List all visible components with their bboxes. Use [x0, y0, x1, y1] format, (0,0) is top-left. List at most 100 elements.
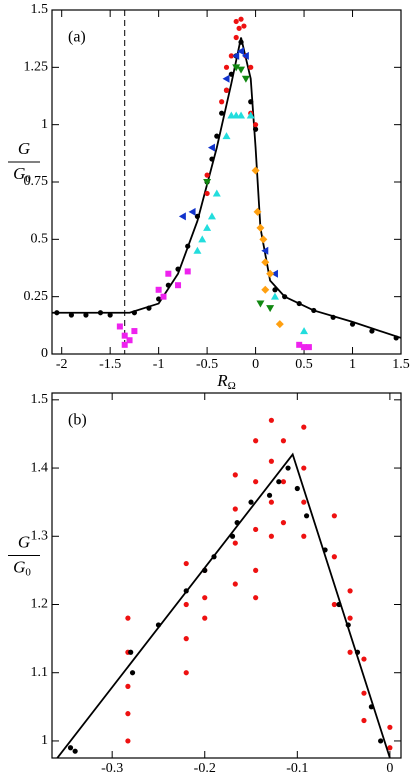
data-point: [204, 172, 210, 178]
data-point: [175, 266, 181, 272]
data-point: [72, 748, 78, 754]
plot-frame: [51, 392, 402, 759]
data-point: [193, 246, 202, 254]
data-point: [266, 492, 273, 498]
data-point: [233, 18, 239, 25]
data-point: [268, 533, 274, 539]
x-label: RΩ: [216, 371, 236, 392]
data-point: [126, 337, 133, 344]
data-point: [183, 636, 189, 642]
data-point: [198, 235, 207, 243]
data-point: [253, 595, 259, 601]
data-point: [387, 745, 393, 751]
x-tick-label: 0: [386, 761, 393, 775]
plot-frame: [51, 9, 402, 355]
panel-label: (b): [68, 412, 87, 429]
x-tick-label: -0.2: [194, 761, 216, 775]
data-point: [219, 99, 225, 105]
data-point: [52, 762, 57, 767]
data-point: [155, 286, 162, 293]
x-tick-label: 0.5: [295, 357, 313, 372]
x-tick-label: -0.1: [286, 761, 308, 775]
data-point: [238, 16, 244, 22]
data-point: [272, 287, 278, 293]
y-tick-label: 1.3: [31, 528, 49, 543]
data-point: [268, 499, 274, 505]
y-tick-label: 1.4: [31, 460, 49, 475]
data-point: [280, 438, 287, 444]
x-tick-label: -1.5: [99, 357, 121, 372]
x-tick-label: -0.5: [196, 357, 218, 372]
data-point: [202, 595, 208, 601]
data-point: [276, 479, 282, 485]
data-point: [387, 724, 393, 730]
data-point: [129, 670, 136, 676]
data-point: [331, 554, 337, 560]
data-point: [330, 314, 336, 320]
data-point: [203, 179, 212, 186]
data-point: [296, 300, 302, 307]
data-point: [280, 479, 287, 485]
data-point: [223, 87, 230, 93]
data-point: [251, 166, 260, 175]
y-label-sub: 0: [25, 566, 31, 578]
data-point: [347, 588, 353, 594]
y-label: G: [18, 139, 30, 158]
y-label: G0: [13, 557, 31, 578]
data-point: [237, 47, 245, 56]
y-tick-label: 0.25: [24, 289, 49, 304]
data-point: [175, 282, 182, 289]
plot-area: [52, 417, 393, 767]
data-point: [212, 189, 221, 197]
data-point: [248, 99, 254, 105]
data-point: [156, 296, 162, 302]
y-tick-label: 1.25: [24, 60, 49, 75]
data-point: [232, 540, 238, 546]
data-point: [261, 246, 269, 255]
data-point: [301, 424, 307, 430]
data-point: [223, 64, 230, 70]
x-tick-label: 1.5: [392, 357, 410, 372]
data-point: [232, 472, 238, 478]
y-tick-label: 1.5: [31, 2, 49, 17]
data-point: [301, 499, 307, 505]
data-point: [97, 310, 104, 316]
y-tick-label: 1: [41, 733, 48, 748]
data-point: [347, 615, 353, 621]
data-point: [233, 34, 239, 41]
data-point: [301, 533, 307, 539]
data-point: [285, 465, 291, 471]
y-tick-label: 1.2: [31, 597, 49, 612]
y-label-main: G: [13, 557, 25, 576]
data-point: [107, 312, 113, 318]
data-point: [256, 223, 265, 232]
y-tick-label: 0.5: [31, 232, 49, 247]
x-tick-label: -1: [153, 357, 165, 372]
y-tick-label: 1.5: [31, 392, 49, 407]
data-point: [232, 51, 240, 60]
data-point: [253, 438, 259, 444]
data-point: [121, 332, 128, 339]
data-point: [331, 513, 337, 519]
data-point: [183, 601, 189, 608]
data-point: [128, 649, 134, 655]
data-point: [378, 738, 384, 744]
data-point: [261, 285, 270, 294]
data-point: [228, 71, 234, 77]
data-point: [301, 344, 308, 351]
data-point: [268, 417, 274, 423]
data-point: [393, 335, 399, 341]
data-point: [68, 312, 74, 318]
data-point: [282, 294, 288, 300]
x-tick-label: 0: [252, 357, 259, 372]
plot-area: [52, 10, 401, 354]
data-point: [361, 690, 367, 696]
data-point: [266, 305, 275, 313]
x-tick-label: 1: [349, 357, 356, 372]
data-point: [194, 213, 201, 219]
x-tick-label: -0.3: [101, 761, 123, 775]
data-point: [253, 567, 259, 573]
data-point: [83, 312, 89, 318]
data-point: [165, 270, 172, 277]
data-point: [256, 300, 265, 308]
